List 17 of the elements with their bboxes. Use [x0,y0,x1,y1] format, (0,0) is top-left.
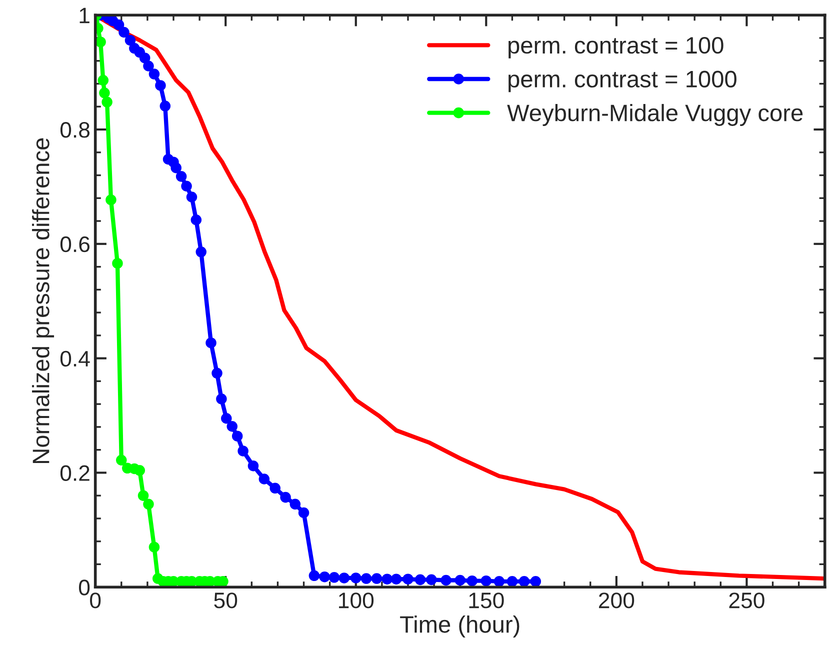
y-axis-title: Normalized pressure difference [32,138,54,463]
legend-label: Weyburn-Midale Vuggy core [507,104,803,126]
y-tick-label: 1 [80,8,90,24]
x-tick-label: 250 [729,592,764,608]
y-tick-label: 0.2 [60,465,90,481]
y-tick-label: 0 [78,580,90,596]
x-tick-label: 0 [90,592,101,608]
x-tick-label: 150 [469,592,504,608]
x-tick-label: 100 [339,592,374,608]
x-tick-label: 50 [214,592,238,608]
x-axis-title: Time (hour) [400,615,520,638]
legend-label: perm. contrast = 100 [508,36,724,58]
y-tick-label: 0.6 [60,236,90,252]
y-tick-label: 0.4 [60,350,90,367]
y-tick-label: 0.8 [60,122,90,138]
x-tick-label: 200 [599,592,634,608]
legend-label: perm. contrast = 1000 [508,70,736,92]
